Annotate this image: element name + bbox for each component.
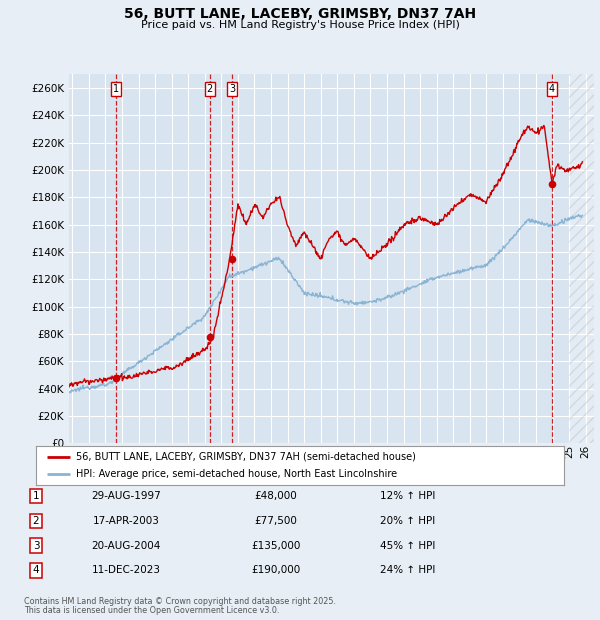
- Text: 20-AUG-2004: 20-AUG-2004: [91, 541, 161, 551]
- Text: 4: 4: [32, 565, 40, 575]
- Text: 20% ↑ HPI: 20% ↑ HPI: [380, 516, 436, 526]
- Text: 56, BUTT LANE, LACEBY, GRIMSBY, DN37 7AH: 56, BUTT LANE, LACEBY, GRIMSBY, DN37 7AH: [124, 7, 476, 22]
- Text: 2: 2: [32, 516, 40, 526]
- Text: 24% ↑ HPI: 24% ↑ HPI: [380, 565, 436, 575]
- Text: £77,500: £77,500: [254, 516, 298, 526]
- Text: Price paid vs. HM Land Registry's House Price Index (HPI): Price paid vs. HM Land Registry's House …: [140, 20, 460, 30]
- Text: 2: 2: [206, 84, 213, 94]
- Text: 3: 3: [32, 541, 40, 551]
- Text: 56, BUTT LANE, LACEBY, GRIMSBY, DN37 7AH (semi-detached house): 56, BUTT LANE, LACEBY, GRIMSBY, DN37 7AH…: [76, 452, 415, 462]
- Text: 4: 4: [549, 84, 555, 94]
- Text: Contains HM Land Registry data © Crown copyright and database right 2025.: Contains HM Land Registry data © Crown c…: [24, 597, 336, 606]
- Text: 17-APR-2003: 17-APR-2003: [92, 516, 160, 526]
- Text: £190,000: £190,000: [251, 565, 301, 575]
- Text: 12% ↑ HPI: 12% ↑ HPI: [380, 491, 436, 501]
- Text: 1: 1: [32, 491, 40, 501]
- Bar: [569, 74, 594, 443]
- Text: This data is licensed under the Open Government Licence v3.0.: This data is licensed under the Open Gov…: [24, 606, 280, 615]
- Text: 29-AUG-1997: 29-AUG-1997: [91, 491, 161, 501]
- Text: £48,000: £48,000: [254, 491, 298, 501]
- Text: 45% ↑ HPI: 45% ↑ HPI: [380, 541, 436, 551]
- Text: 11-DEC-2023: 11-DEC-2023: [91, 565, 161, 575]
- Text: HPI: Average price, semi-detached house, North East Lincolnshire: HPI: Average price, semi-detached house,…: [76, 469, 397, 479]
- Text: 1: 1: [113, 84, 119, 94]
- Text: 3: 3: [229, 84, 235, 94]
- Text: £135,000: £135,000: [251, 541, 301, 551]
